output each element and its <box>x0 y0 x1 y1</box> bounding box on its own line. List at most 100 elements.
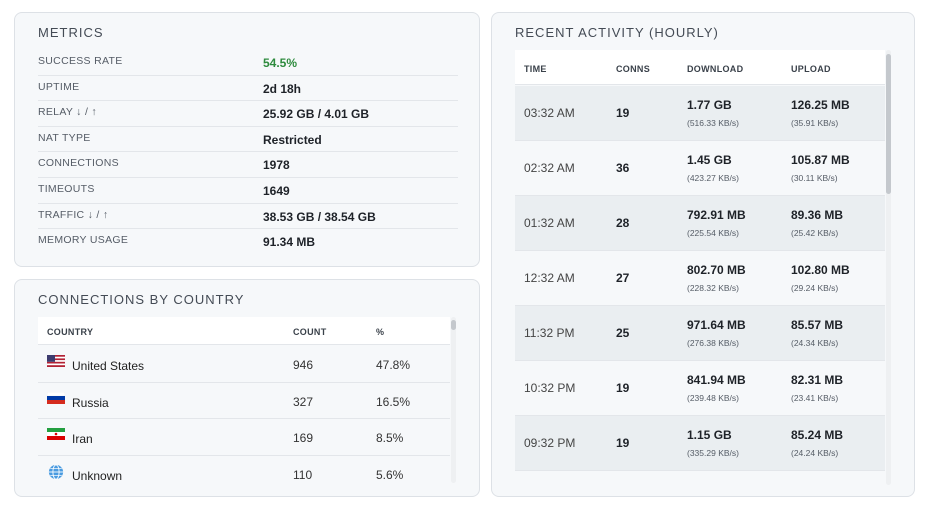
metric-row-traffic: TRAFFIC ↓ / ↑ 38.53 GB / 38.54 GB <box>38 204 458 230</box>
row-upload: 89.36 MB <box>791 208 844 222</box>
row-download-rate: (225.54 KB/s) <box>687 228 739 238</box>
country-title: CONNECTIONS BY COUNTRY <box>38 292 245 307</box>
country-count: 327 <box>293 394 314 409</box>
row-time: 12:32 AM <box>524 271 575 285</box>
metric-row-relay: RELAY ↓ / ↑ 25.92 GB / 4.01 GB <box>38 101 458 127</box>
country-pct: 16.5% <box>376 394 411 409</box>
metric-label: NAT TYPE <box>38 131 91 144</box>
row-upload-rate: (35.91 KB/s) <box>791 118 839 128</box>
metric-row-timeouts: TIMEOUTS 1649 <box>38 178 458 204</box>
header-count[interactable]: COUNT <box>293 327 327 337</box>
row-upload: 82.31 MB <box>791 373 844 387</box>
metric-value: 2d 18h <box>263 81 302 96</box>
metric-label: TRAFFIC ↓ / ↑ <box>38 208 109 221</box>
row-time: 10:32 PM <box>524 381 576 395</box>
table-row: 03:32 AM 19 1.77 GB (516.33 KB/s) 126.25… <box>515 86 885 141</box>
row-time: 11:32 PM <box>524 326 575 340</box>
table-row: United States 946 47.8% <box>38 346 450 383</box>
row-time: 03:32 AM <box>524 106 575 120</box>
row-conns: 19 <box>616 436 630 450</box>
row-upload-rate: (29.24 KB/s) <box>791 283 839 293</box>
metric-label: SUCCESS RATE <box>38 55 123 67</box>
metric-label: MEMORY USAGE <box>38 234 129 247</box>
row-conns: 27 <box>616 271 630 285</box>
row-conns: 19 <box>616 106 630 120</box>
row-upload: 126.25 MB <box>791 98 850 112</box>
activity-scrollbar-thumb[interactable] <box>886 54 891 194</box>
row-upload: 85.24 MB <box>791 428 844 442</box>
activity-scrollbar[interactable] <box>886 50 891 485</box>
row-upload: 85.57 MB <box>791 318 844 332</box>
row-upload-rate: (25.42 KB/s) <box>791 228 839 238</box>
country-scrollbar[interactable] <box>451 317 456 483</box>
row-download: 1.77 GB <box>687 98 732 112</box>
ru-flag-icon <box>47 391 65 404</box>
row-conns: 28 <box>616 216 630 230</box>
country-table[interactable]: COUNTRY COUNT % United States 946 47.8% … <box>38 317 458 485</box>
header-time[interactable]: TIME <box>524 64 547 74</box>
table-row: 09:32 PM 19 1.15 GB (335.29 KB/s) 85.24 … <box>515 416 885 471</box>
metric-label: UPTIME <box>38 80 80 93</box>
country-name: United States <box>72 359 145 373</box>
metric-row-nat-type: NAT TYPE Restricted <box>38 127 458 153</box>
row-upload-rate: (23.41 KB/s) <box>791 393 839 403</box>
table-row: Russia 327 16.5% <box>38 383 450 420</box>
country-table-header: COUNTRY COUNT % <box>38 317 450 345</box>
metric-value: 91.34 MB <box>263 235 316 250</box>
activity-table[interactable]: TIME CONNS DOWNLOAD UPLOAD 03:32 AM 19 1… <box>515 50 892 487</box>
country-count: 946 <box>293 358 314 372</box>
row-upload: 105.87 MB <box>791 153 850 167</box>
row-download: 802.70 MB <box>687 263 746 277</box>
row-conns: 25 <box>616 326 630 340</box>
country-count: 110 <box>293 468 313 483</box>
table-row: 01:32 AM 28 792.91 MB (225.54 KB/s) 89.3… <box>515 196 885 251</box>
metric-value: 1649 <box>263 184 290 198</box>
metrics-title: METRICS <box>38 25 104 40</box>
metric-label: CONNECTIONS <box>38 157 119 170</box>
connections-by-country-card: CONNECTIONS BY COUNTRY COUNTRY COUNT % U… <box>14 279 480 497</box>
table-row: Unknown 110 5.6% <box>38 456 450 485</box>
country-pct: 5.6% <box>376 468 404 483</box>
row-upload-rate: (24.24 KB/s) <box>791 448 839 458</box>
globe-icon <box>48 464 64 480</box>
header-country[interactable]: COUNTRY <box>47 327 94 337</box>
metric-value: Restricted <box>263 132 322 147</box>
table-row: 10:32 PM 19 841.94 MB (239.48 KB/s) 82.3… <box>515 361 885 416</box>
row-download-rate: (423.27 KB/s) <box>687 173 739 183</box>
row-download-rate: (276.38 KB/s) <box>687 338 739 348</box>
activity-title: RECENT ACTIVITY (HOURLY) <box>515 25 719 40</box>
header-upload[interactable]: UPLOAD <box>791 64 831 74</box>
country-pct: 8.5% <box>376 431 404 446</box>
country-name: Unknown <box>72 469 123 484</box>
metric-value: 1978 <box>263 158 290 173</box>
row-download: 1.15 GB <box>687 428 732 442</box>
header-pct[interactable]: % <box>376 327 385 337</box>
metric-label: RELAY ↓ / ↑ <box>38 106 97 119</box>
row-time: 01:32 AM <box>524 216 575 230</box>
table-row: 02:32 AM 36 1.45 GB (423.27 KB/s) 105.87… <box>515 141 885 196</box>
row-download-rate: (335.29 KB/s) <box>687 448 739 458</box>
metric-row-uptime: UPTIME 2d 18h <box>38 76 458 102</box>
row-upload-rate: (24.34 KB/s) <box>791 338 839 348</box>
metric-row-connections: CONNECTIONS 1978 <box>38 152 458 178</box>
table-row: 12:32 AM 27 802.70 MB (228.32 KB/s) 102.… <box>515 251 885 306</box>
row-download-rate: (516.33 KB/s) <box>687 118 739 128</box>
row-download: 971.64 MB <box>687 318 746 332</box>
us-flag-icon <box>47 355 65 367</box>
table-row: Iran 169 8.5% <box>38 419 450 457</box>
row-download-rate: (228.32 KB/s) <box>687 283 739 293</box>
row-time: 02:32 AM <box>524 161 575 175</box>
row-upload: 102.80 MB <box>791 263 850 277</box>
header-download[interactable]: DOWNLOAD <box>687 64 744 74</box>
metric-row-success-rate: SUCCESS RATE 54.5% <box>38 50 458 76</box>
header-conns[interactable]: CONNS <box>616 64 651 74</box>
row-time: 09:32 PM <box>524 436 576 450</box>
row-download-rate: (239.48 KB/s) <box>687 393 739 403</box>
row-download: 1.45 GB <box>687 153 732 167</box>
row-conns: 36 <box>616 161 630 175</box>
table-row: 11:32 PM 25 971.64 MB (276.38 KB/s) 85.5… <box>515 306 885 361</box>
recent-activity-card: RECENT ACTIVITY (HOURLY) TIME CONNS DOWN… <box>491 12 915 497</box>
metric-value: 25.92 GB / 4.01 GB <box>263 107 370 122</box>
country-scrollbar-thumb[interactable] <box>451 320 456 330</box>
metric-label: TIMEOUTS <box>38 183 95 195</box>
